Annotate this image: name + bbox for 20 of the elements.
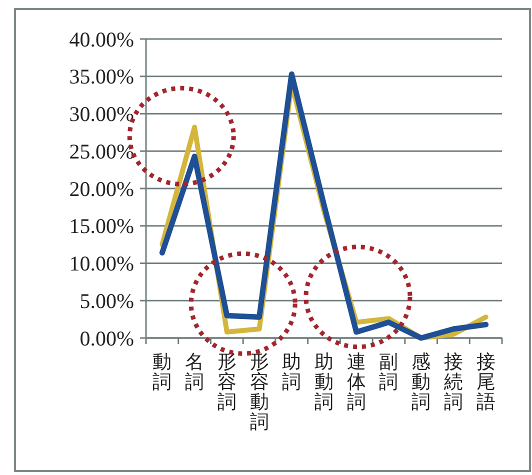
x-tick-label: 助詞 (282, 352, 302, 393)
y-tick-label: 15.00% (69, 214, 134, 238)
x-tick-label: 形容詞 (217, 352, 236, 413)
y-tick-label: 5.00% (80, 288, 134, 313)
x-tick-label: 副詞 (379, 352, 398, 393)
y-tick-label: 35.00% (69, 64, 134, 89)
y-tick-label: 25.00% (69, 139, 134, 164)
y-tick-label: 10.00% (69, 252, 134, 276)
y-tick-label: 30.00% (69, 102, 134, 126)
y-tick-label: 40.00% (69, 27, 134, 52)
x-tick-label: 名詞 (185, 352, 204, 393)
x-tick-label: 感動詞 (412, 352, 431, 413)
x-tick-label: 動詞 (152, 352, 172, 393)
x-tick-label: 助動詞 (314, 352, 334, 413)
x-tick-label: 連体詞 (346, 352, 366, 413)
y-tick-label: 20.00% (69, 176, 134, 201)
x-tick-label: 接続詞 (442, 352, 463, 413)
y-tick-label: 0.00% (80, 326, 134, 350)
x-tick-label: 接尾語 (476, 352, 496, 413)
x-tick-label: 形容動詞 (250, 352, 269, 433)
